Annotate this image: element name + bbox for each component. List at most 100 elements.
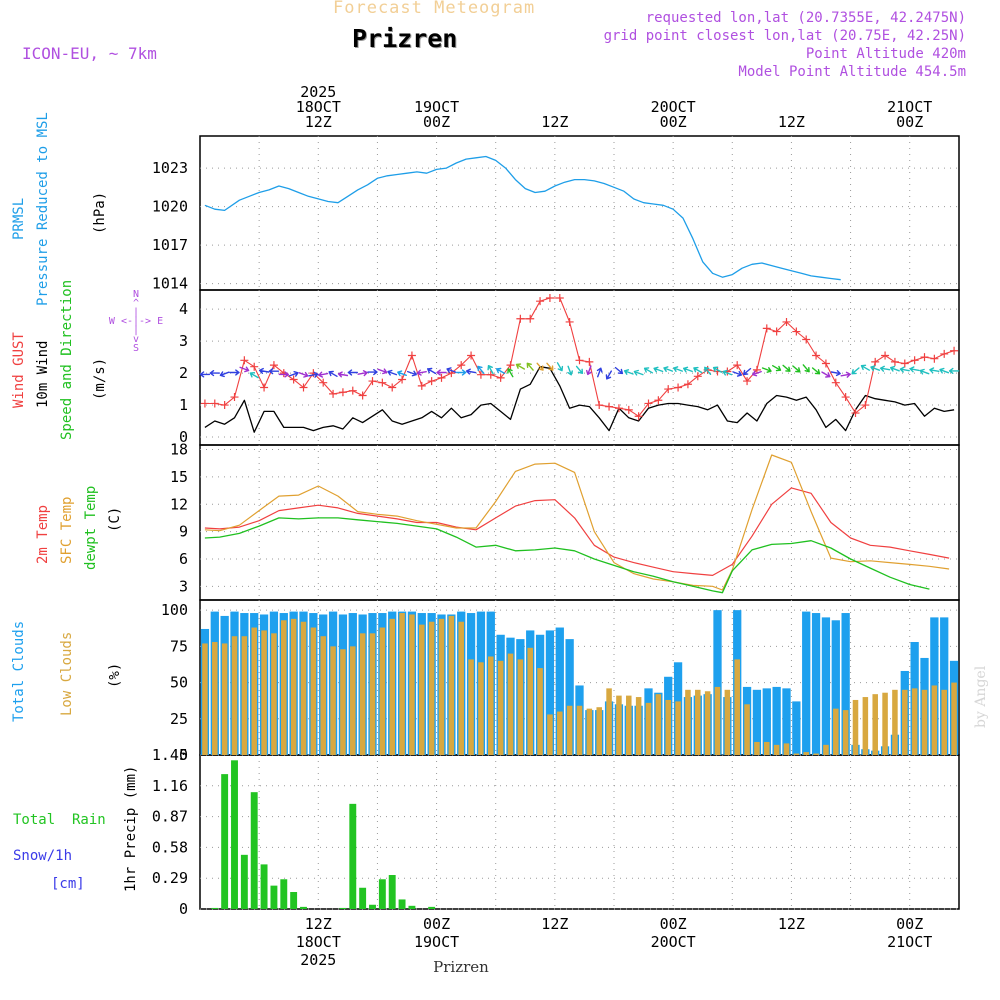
gust-marker bbox=[595, 401, 604, 410]
gust-marker bbox=[338, 388, 347, 397]
gust-marker bbox=[861, 401, 870, 410]
wind-arrow bbox=[919, 368, 930, 375]
low-cloud-bar bbox=[359, 633, 366, 755]
low-cloud-bar bbox=[606, 688, 612, 755]
temp-ytick: 12 bbox=[170, 495, 188, 513]
wind-arrow bbox=[870, 365, 881, 372]
gust-marker bbox=[654, 396, 663, 405]
low-cloud-bar bbox=[271, 633, 277, 755]
low-cloud-bar bbox=[212, 642, 218, 755]
wind-arrow bbox=[397, 370, 407, 377]
bottom-time-label: 12Z bbox=[778, 915, 805, 933]
pressure-ytick: 1014 bbox=[152, 275, 188, 293]
total-cloud-bar bbox=[782, 688, 791, 755]
gust-marker bbox=[417, 381, 426, 390]
wind-arrow bbox=[811, 367, 821, 375]
low-cloud-bar bbox=[340, 649, 346, 755]
total-cloud-bar bbox=[545, 630, 555, 755]
wind-arrow bbox=[465, 368, 477, 375]
gust-marker bbox=[575, 356, 584, 365]
rain-bar bbox=[339, 907, 347, 909]
gust-marker bbox=[289, 375, 298, 384]
low-cloud-bar bbox=[379, 627, 386, 755]
rain-bar bbox=[211, 907, 219, 909]
gust-marker bbox=[220, 401, 229, 410]
wind-arrow bbox=[436, 369, 447, 376]
gust-marker bbox=[319, 378, 328, 387]
gust-marker bbox=[881, 351, 890, 360]
compass-line: | bbox=[133, 307, 139, 318]
wind-side-labels: Wind GUST 10m Wind Speed and Direction (… bbox=[11, 280, 163, 440]
grid-coords: grid point closest lon,lat (20.75E, 42.2… bbox=[603, 28, 966, 44]
watermark: by Angel bbox=[973, 665, 989, 728]
wind-arrow bbox=[377, 368, 388, 375]
rain-bar bbox=[231, 760, 238, 909]
wind-arrow bbox=[683, 366, 693, 373]
low-cloud-bar bbox=[842, 710, 849, 755]
wind-arrow bbox=[337, 371, 349, 378]
wind-label-direction: Speed and Direction bbox=[59, 280, 75, 440]
top-time-label: 12Z bbox=[778, 113, 805, 131]
bottom-time-label: 19OCT bbox=[414, 933, 459, 951]
gust-marker bbox=[250, 362, 259, 371]
gust-marker bbox=[920, 353, 929, 362]
gust-marker bbox=[772, 327, 781, 336]
wind-arrow bbox=[416, 369, 427, 376]
top-time-label: 00Z bbox=[896, 113, 923, 131]
low-cloud-bar bbox=[744, 704, 750, 755]
wind-arrow bbox=[298, 371, 309, 378]
low-cloud-bar bbox=[290, 618, 297, 755]
gust-marker bbox=[388, 383, 397, 392]
wind-arrow bbox=[446, 367, 457, 373]
gust-marker bbox=[693, 372, 702, 381]
wind-arrow bbox=[614, 366, 624, 375]
gust-marker bbox=[348, 386, 357, 395]
rain-bar bbox=[349, 803, 357, 909]
rain-bar bbox=[408, 905, 416, 909]
low-cloud-bar bbox=[537, 668, 543, 755]
rain-bar bbox=[378, 879, 386, 909]
gust-marker bbox=[299, 383, 308, 392]
gust-marker bbox=[585, 357, 594, 366]
temp-label-2m: 2m Temp bbox=[35, 505, 51, 564]
low-cloud-bar bbox=[714, 686, 721, 755]
meteogram-subtitle: Forecast Meteogram bbox=[333, 0, 536, 18]
wind-arrow bbox=[890, 365, 900, 372]
wind-arrow bbox=[328, 370, 338, 377]
low-cloud-bar bbox=[882, 692, 888, 755]
wind-arrow bbox=[526, 362, 534, 371]
low-cloud-bar bbox=[596, 707, 602, 755]
clouds-ytick: 25 bbox=[170, 710, 188, 728]
gust-marker bbox=[210, 399, 219, 408]
gust-marker bbox=[890, 357, 899, 366]
wind-arrow bbox=[663, 366, 674, 372]
low-cloud-bar bbox=[458, 621, 464, 755]
gust-marker bbox=[545, 293, 554, 302]
total-cloud-bar bbox=[555, 627, 564, 755]
gust-marker bbox=[664, 385, 673, 394]
low-cloud-bar bbox=[468, 659, 474, 755]
total-cloud-bar bbox=[565, 639, 574, 755]
low-cloud-bar bbox=[438, 618, 445, 755]
low-cloud-bar bbox=[941, 689, 947, 755]
rain-bar bbox=[280, 879, 288, 909]
rain-bar bbox=[240, 854, 248, 909]
gust-marker bbox=[624, 405, 633, 414]
bottom-time-label: 00Z bbox=[423, 915, 450, 933]
low-cloud-bar bbox=[645, 702, 652, 755]
wind-ytick: 2 bbox=[179, 364, 188, 382]
gust-markers bbox=[200, 293, 959, 421]
low-cloud-bar bbox=[320, 636, 326, 755]
total-cloud-bar bbox=[841, 613, 850, 755]
compass-line: v bbox=[133, 334, 139, 345]
wind-arrow bbox=[357, 370, 368, 377]
gust-marker bbox=[536, 297, 545, 306]
rain-bar bbox=[369, 904, 376, 909]
wind-arrow bbox=[929, 367, 940, 374]
gust-marker bbox=[200, 399, 209, 408]
gust-marker bbox=[851, 409, 860, 418]
low-cloud-bar bbox=[833, 708, 839, 755]
precip-ytick: 0.87 bbox=[152, 808, 188, 826]
point-altitude: Point Altitude 420m bbox=[805, 46, 966, 62]
